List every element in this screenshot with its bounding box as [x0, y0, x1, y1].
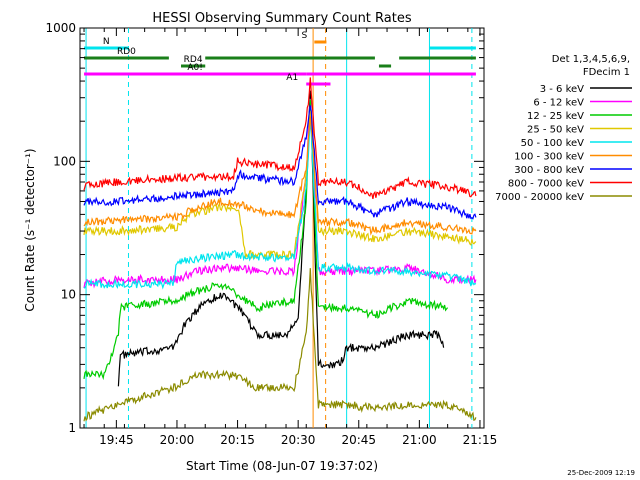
- series-line-0: [117, 90, 445, 387]
- legend-label: 3 - 6 keV: [540, 84, 584, 95]
- flag-label: RD0: [117, 47, 136, 57]
- series-line-4: [83, 118, 477, 290]
- flag-label: N: [103, 37, 110, 47]
- y-tick-label: 10: [61, 288, 76, 302]
- plot-frame: [79, 27, 485, 429]
- x-tick-label: 20:45: [341, 433, 376, 447]
- series-line-5: [83, 116, 477, 236]
- legend-label: 6 - 12 keV: [533, 98, 584, 109]
- flag-label: A0!: [187, 63, 203, 73]
- legend-label: 7000 - 20000 keV: [495, 192, 584, 203]
- flag-label: A1: [286, 73, 298, 83]
- legend: Det 1,3,4,5,6,9, FDecim 1 3 - 6 keV 6 - 1…: [495, 54, 632, 203]
- legend-label: 800 - 7000 keV: [508, 179, 584, 190]
- x-tick-label: 20:15: [220, 433, 255, 447]
- series-line-6: [83, 105, 477, 220]
- x-tick-label: 21:00: [402, 433, 437, 447]
- series-line-2: [83, 99, 449, 381]
- series-line-7: [83, 77, 477, 200]
- x-tick-label: 21:15: [463, 433, 498, 447]
- flag-label: RD4: [184, 55, 203, 65]
- x-tick-label: 19:45: [99, 433, 134, 447]
- y-tick-label: 100: [53, 154, 76, 168]
- legend-label: 300 - 800 keV: [514, 165, 584, 176]
- x-tick-label: 20:00: [160, 433, 195, 447]
- y-tick-label: 1000: [45, 21, 76, 35]
- axis-ticks: 19:45 20:00 20:15 20:30 20:45 21:00 21:15 1 10 10…: [45, 21, 497, 447]
- series-line-1: [83, 98, 477, 289]
- series-line-3: [83, 110, 477, 261]
- chart-title: HESSI Observing Summary Count Rates: [152, 11, 411, 26]
- y-tick-label: 1: [68, 421, 76, 435]
- y-axis-label: Count Rate (s⁻¹ detector⁻¹): [23, 148, 37, 311]
- legend-label: 50 - 100 keV: [521, 138, 585, 149]
- legend-label: 100 - 300 keV: [514, 152, 584, 163]
- x-axis-label: Start Time (08-Jun-07 19:37:02): [186, 459, 378, 473]
- legend-label: 25 - 50 keV: [527, 125, 584, 136]
- legend-label: 12 - 25 keV: [527, 111, 584, 122]
- x-tick-label: 20:30: [281, 433, 316, 447]
- flag-label: S: [301, 31, 307, 41]
- legend-header-line2: FDecim 1: [583, 67, 630, 78]
- legend-header-line1: Det 1,3,4,5,6,9,: [552, 54, 630, 65]
- footer-date: 25-Dec-2009 12:19: [567, 469, 635, 477]
- series-line-8: [83, 268, 477, 422]
